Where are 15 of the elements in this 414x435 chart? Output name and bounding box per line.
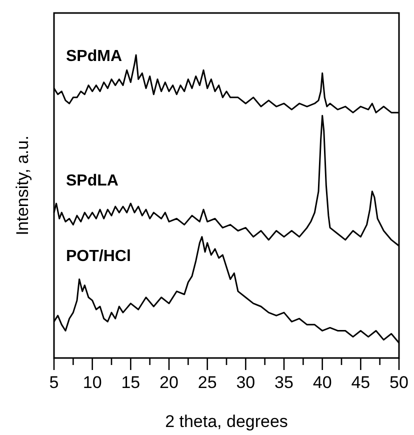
- series-label: SPdMA: [66, 48, 122, 66]
- x-tick-label: 15: [121, 373, 140, 392]
- x-tick-label: 20: [160, 373, 178, 392]
- series-label: SPdLA: [66, 172, 119, 190]
- x-tick-label: 40: [312, 373, 332, 392]
- x-axis-title: 2 theta, degrees: [165, 412, 288, 431]
- x-tick-label: 45: [351, 373, 370, 392]
- x-tick-label: 5: [49, 373, 59, 392]
- x-tick-label: 25: [198, 373, 217, 392]
- x-tick-label: 30: [236, 373, 256, 392]
- x-tick-label: 35: [274, 373, 294, 392]
- series-label: POT/HCl: [66, 248, 131, 266]
- x-tick-label: 50: [390, 373, 408, 392]
- x-tick-label: 10: [82, 373, 102, 392]
- y-axis-title: Intensity, a.u.: [13, 136, 32, 236]
